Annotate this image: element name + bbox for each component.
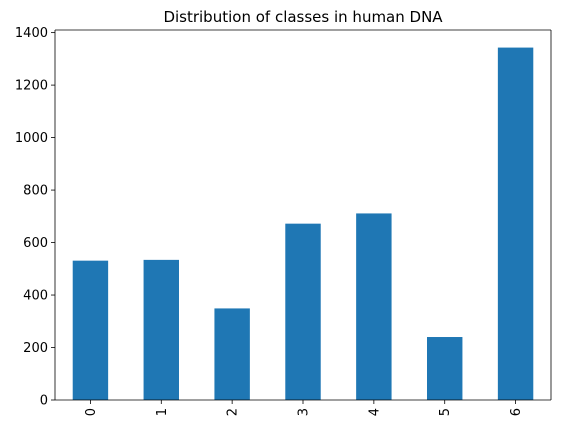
x-tick-label: 4 [367,408,382,416]
bar-4 [356,213,392,400]
y-tick-label: 400 [23,289,48,304]
bar-3 [285,223,321,400]
chart-title: Distribution of classes in human DNA [163,8,443,26]
x-tick-label: 2 [226,408,241,416]
x-tick-label: 6 [509,408,524,416]
x-tick-label: 0 [84,408,99,416]
x-tick-label: 1 [155,408,170,416]
y-tick-label: 800 [23,184,48,199]
bar-0 [72,260,109,400]
y-tick-label: 1200 [15,79,48,94]
bar-5 [427,337,463,400]
x-tick-label: 5 [438,408,453,416]
y-tick-label: 0 [40,394,48,409]
plot-area: 0 200 400 600 800 1000 1200 1400 0 1 2 3 4 5 6 [15,26,552,416]
bar-6 [497,47,534,400]
bar-2 [214,308,250,400]
y-tick-label: 1400 [15,26,48,41]
y-tick-label: 1000 [15,131,48,146]
bar-1 [143,259,179,400]
y-tick-label: 200 [23,341,48,356]
y-tick-label: 600 [23,236,48,251]
x-tick-label: 3 [297,408,312,416]
